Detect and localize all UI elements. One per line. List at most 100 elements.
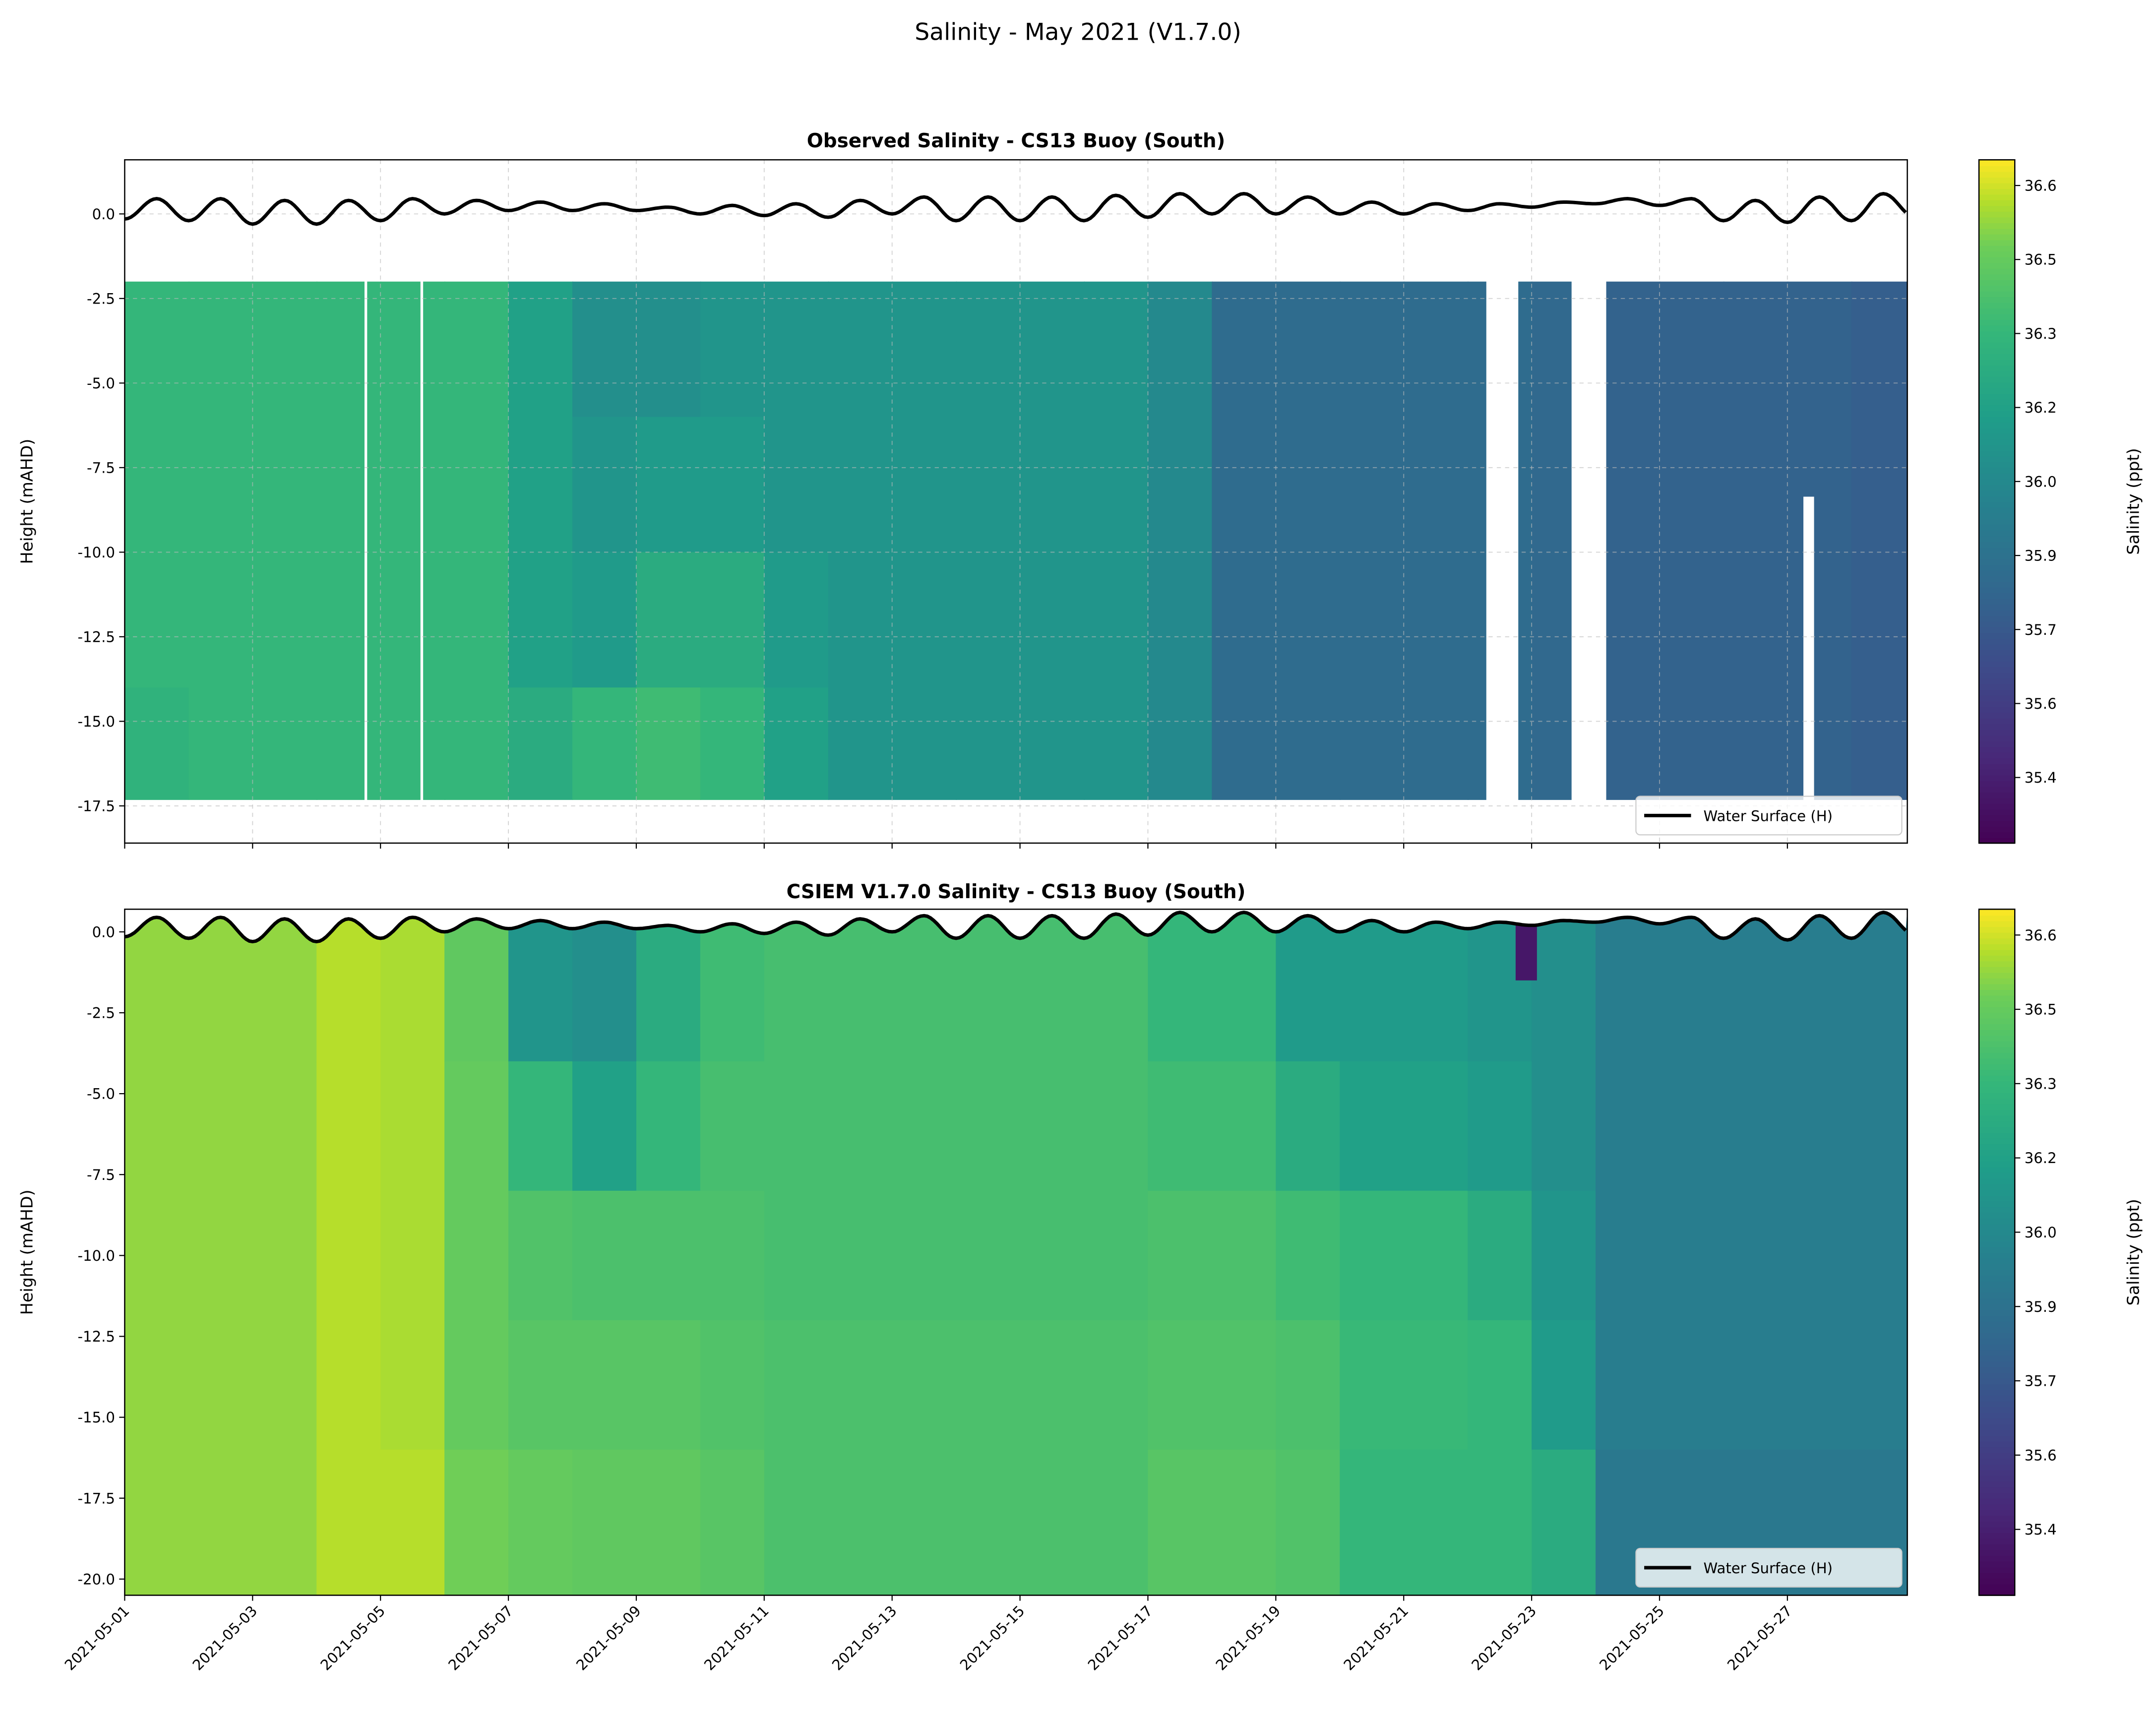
legend-label: Water Surface (H) (1704, 1560, 1833, 1577)
colorbar-segment (1979, 712, 2015, 719)
colorbar-segment (1979, 972, 2015, 979)
heatmap-cell (1340, 909, 1405, 1062)
heatmap-cell (956, 417, 1021, 554)
y-tick-label: -7.5 (87, 1167, 115, 1183)
heatmap-cell (444, 1061, 509, 1192)
heatmap-cell (1851, 281, 1908, 418)
heatmap-cell (188, 687, 253, 800)
heatmap-cell (764, 552, 829, 688)
colorbar-segment (1979, 1161, 2015, 1168)
colorbar-segment (1979, 909, 2015, 916)
colorbar-segment (1979, 1189, 2015, 1196)
heatmap-cell (188, 1449, 253, 1596)
colorbar-segment (1979, 1326, 2015, 1333)
colorbar-segment (1979, 433, 2015, 440)
heatmap-cell (892, 281, 957, 418)
heatmap-cell (252, 281, 317, 418)
heatmap (124, 160, 1908, 843)
colorbar-segment (1979, 937, 2015, 944)
colorbar-segment (1979, 1206, 2015, 1213)
heatmap-cell (1084, 1061, 1149, 1192)
colorbar-segment (1979, 644, 2015, 650)
heatmap-cell (572, 909, 637, 1062)
colorbar-segment (1979, 798, 2015, 804)
x-tick-label: 2021-05-15 (957, 1602, 1028, 1674)
heatmap-cell (1787, 417, 1852, 554)
heatmap-cell (1340, 1061, 1405, 1192)
heatmap-cell (892, 687, 957, 800)
colorbar-segment (1979, 1052, 2015, 1059)
colorbar-segment (1979, 921, 2015, 927)
x-tick-label: 2021-05-13 (829, 1602, 900, 1674)
colorbar-segment (1979, 1401, 2015, 1408)
heatmap-cell (1851, 417, 1908, 554)
heatmap-cell (1468, 1061, 1533, 1192)
y-tick-label: -12.5 (78, 1328, 115, 1345)
heatmap-cell (1020, 1320, 1085, 1451)
colorbar-segment (1979, 239, 2015, 246)
heatmap-cell (1659, 687, 1725, 800)
colorbar-segment (1979, 1480, 2015, 1487)
heatmap-cell (1020, 687, 1085, 800)
heatmap-cell (1340, 1449, 1405, 1596)
heatmap-cell (1532, 1190, 1597, 1321)
colorbar-segment (1979, 1486, 2015, 1493)
colorbar-segment (1979, 1126, 2015, 1133)
colorbar-segment (1979, 769, 2015, 776)
data-gap (420, 280, 424, 801)
colorbar-segment (1979, 1578, 2015, 1585)
heatmap-cell (1404, 417, 1469, 554)
heatmap-cell (700, 1061, 765, 1192)
colorbar-segment (1979, 553, 2015, 559)
colorbar-segment (1979, 1527, 2015, 1534)
heatmap-cell (1851, 1190, 1908, 1321)
colorbar-segment (1979, 461, 2015, 468)
heatmap-cell (1148, 1320, 1213, 1451)
heatmap-cell (444, 552, 509, 688)
heatmap-cell (828, 1061, 893, 1192)
colorbar-segment (1979, 1344, 2015, 1351)
heatmap-cell (892, 417, 957, 554)
heatmap-cell (1020, 417, 1085, 554)
heatmap-cell (1340, 281, 1405, 418)
heatmap-cell (380, 1061, 445, 1192)
colorbar-tick-label: 35.4 (2025, 1521, 2057, 1538)
heatmap-cell (316, 281, 381, 418)
legend-label: Water Surface (H) (1704, 807, 1833, 824)
colorbar-segment (1979, 649, 2015, 656)
heatmap-cell (700, 552, 765, 688)
colorbar-segment (1979, 313, 2015, 320)
y-axis-label-model: Height (mAHD) (17, 1189, 36, 1315)
heatmap-cell (252, 687, 317, 800)
heatmap-cell (1148, 1061, 1213, 1192)
heatmap-cell (1212, 909, 1277, 1062)
heatmap-cell (1723, 687, 1788, 800)
heatmap-cell (124, 1320, 190, 1451)
colorbar-segment (1979, 1572, 2015, 1579)
heatmap-cell (252, 417, 317, 554)
colorbar-segment (1979, 1143, 2015, 1150)
colorbar-segment (1979, 422, 2015, 429)
heatmap-cell (572, 1061, 637, 1192)
heatmap-cell (572, 1449, 637, 1596)
colorbar-segment (1979, 1584, 2015, 1591)
heatmap-cell (636, 552, 701, 688)
colorbar-segment (1979, 932, 2015, 939)
colorbar-segment (1979, 438, 2015, 445)
colorbar-segment (1979, 632, 2015, 639)
heatmap-cell (444, 687, 509, 800)
heatmap-cell (892, 1320, 957, 1451)
heatmap-cell (764, 687, 829, 800)
colorbar-segment (1979, 1115, 2015, 1122)
colorbar-segment (1979, 211, 2015, 218)
colorbar-frame (1978, 159, 2016, 844)
colorbar-segment (1979, 1155, 2015, 1162)
colorbar-segment (1979, 1246, 2015, 1253)
heatmap-cell (956, 687, 1021, 800)
colorbar-tick-label: 35.4 (2025, 769, 2057, 786)
heatmap-cell (1404, 1061, 1469, 1192)
heatmap-cell (188, 552, 253, 688)
heatmap-cell (1659, 417, 1725, 554)
colorbar-segment (1979, 706, 2015, 713)
